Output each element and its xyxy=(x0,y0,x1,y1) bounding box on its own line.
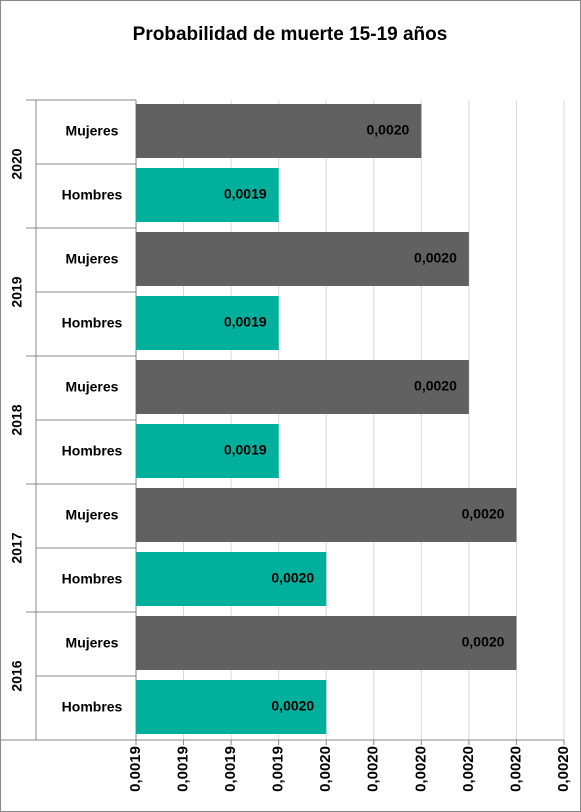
bar xyxy=(136,680,327,734)
value-label: 0,0020 xyxy=(462,506,505,522)
category-label: Mujeres xyxy=(66,251,119,267)
value-label: 0,0020 xyxy=(414,378,457,394)
value-label: 0,0019 xyxy=(224,314,267,330)
group-label: 2017 xyxy=(9,532,25,563)
bar xyxy=(136,104,422,158)
bar xyxy=(136,488,517,542)
group-label: 2016 xyxy=(9,660,25,691)
bar xyxy=(136,424,279,478)
x-tick-label: 0,0020 xyxy=(365,746,382,792)
x-tick-label: 0,0019 xyxy=(222,746,239,792)
bar xyxy=(136,168,279,222)
group-label: 2019 xyxy=(9,276,25,307)
group-label: 2018 xyxy=(9,404,25,435)
x-tick-label: 0,0019 xyxy=(270,746,287,792)
category-label: Mujeres xyxy=(66,379,119,395)
category-label: Hombres xyxy=(62,443,123,459)
x-tick-label: 0,0020 xyxy=(555,746,572,792)
x-tick-label: 0,0019 xyxy=(175,746,192,792)
category-label: Mujeres xyxy=(66,635,119,651)
category-label: Hombres xyxy=(62,571,123,587)
category-label: Mujeres xyxy=(66,507,119,523)
bar xyxy=(136,360,469,414)
value-label: 0,0019 xyxy=(224,442,267,458)
bar xyxy=(136,616,517,670)
value-label: 0,0020 xyxy=(414,250,457,266)
x-tick-label: 0,0020 xyxy=(317,746,334,792)
bar xyxy=(136,552,327,606)
category-label: Mujeres xyxy=(66,123,119,139)
bar xyxy=(136,232,469,286)
bar xyxy=(136,296,279,350)
value-label: 0,0020 xyxy=(271,698,314,714)
category-label: Hombres xyxy=(62,187,123,203)
group-label: 2020 xyxy=(9,148,25,179)
x-tick-label: 0,0020 xyxy=(460,746,477,792)
value-label: 0,0020 xyxy=(367,122,410,138)
value-label: 0,0019 xyxy=(224,186,267,202)
value-label: 0,0020 xyxy=(462,634,505,650)
x-tick-label: 0,0020 xyxy=(507,746,524,792)
chart-title: Probabilidad de muerte 15-19 años xyxy=(133,24,448,45)
x-tick-label: 0,0020 xyxy=(412,746,429,792)
value-label: 0,0020 xyxy=(271,570,314,586)
x-tick-label: 0,0019 xyxy=(127,746,144,792)
category-label: Hombres xyxy=(62,699,123,715)
category-label: Hombres xyxy=(62,315,123,331)
